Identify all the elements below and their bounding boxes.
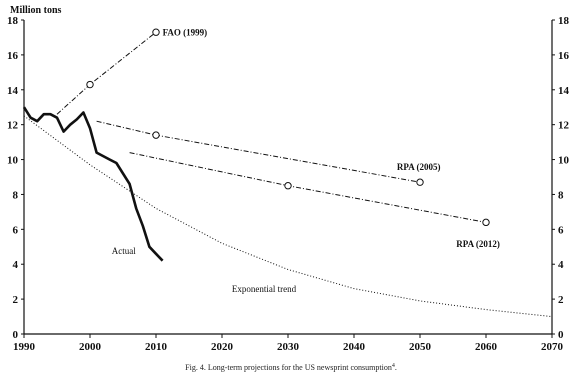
annotation-label: Actual	[112, 246, 136, 256]
y-tick-label: 10	[7, 155, 19, 167]
y-axis-label: Million tons	[10, 5, 62, 16]
point-marker	[152, 131, 160, 139]
point-marker	[482, 218, 490, 227]
series-line-exponential-trend	[23, 115, 553, 318]
right-tick-label: 6	[558, 224, 564, 236]
point-marker	[284, 182, 292, 190]
point-marker	[416, 178, 424, 186]
right-tick-label: 10	[558, 155, 570, 167]
x-tick-label: 2070	[541, 341, 564, 353]
x-tick-label: 2060	[475, 341, 498, 353]
y-tick-label: 0	[13, 329, 19, 341]
chart-labels: FAO (1999) RPA (2005) RPA (2012) Actual Expo…	[112, 28, 500, 294]
y-tick-label: 12	[7, 120, 19, 132]
x-tick-label: 2020	[211, 341, 234, 353]
right-tick-label: 12	[558, 120, 570, 132]
caption-superscript: 4	[392, 363, 395, 369]
series-line-actual	[22, 106, 164, 262]
x-tick-label: 1990	[13, 341, 36, 353]
point-marker	[152, 28, 160, 36]
series-line-rpa-2005	[96, 120, 421, 183]
x-tick-label: 2000	[79, 341, 102, 353]
chart-series	[22, 31, 553, 318]
y-tick-label: 2	[13, 294, 19, 306]
y-tick-label: 16	[7, 50, 19, 62]
y-tick-label: 6	[13, 224, 19, 236]
right-tick-label: 4	[558, 259, 564, 271]
figure-caption: Fig. 4. Long-term projections for the US…	[185, 363, 397, 372]
right-tick-label: 2	[558, 294, 564, 306]
y-tick-label: 18	[7, 15, 19, 27]
point-marker	[86, 80, 94, 89]
x-tick-label: 2050	[409, 341, 432, 353]
y-tick-label: 14	[7, 85, 19, 97]
series-line-fao-1999	[56, 31, 157, 115]
chart-markers	[86, 28, 490, 227]
right-tick-label: 8	[558, 189, 564, 201]
y-tick-label: 8	[13, 189, 19, 201]
x-tick-label: 2040	[343, 341, 366, 353]
x-tick-label: 2030	[277, 341, 300, 353]
right-tick-label: 0	[558, 329, 564, 341]
caption-text: Fig. 4. Long-term projections for the US…	[185, 363, 392, 372]
x-tick-label: 2010	[145, 341, 168, 353]
annotation-label: RPA (2005)	[397, 162, 441, 172]
annotation-label: RPA (2012)	[456, 239, 500, 249]
annotation-label: FAO (1999)	[163, 28, 208, 38]
y-tick-label: 4	[13, 259, 19, 271]
right-tick-label: 14	[558, 85, 570, 97]
right-tick-label: 18	[558, 15, 570, 27]
annotation-label: Exponential trend	[232, 284, 297, 294]
right-tick-label: 16	[558, 50, 570, 62]
